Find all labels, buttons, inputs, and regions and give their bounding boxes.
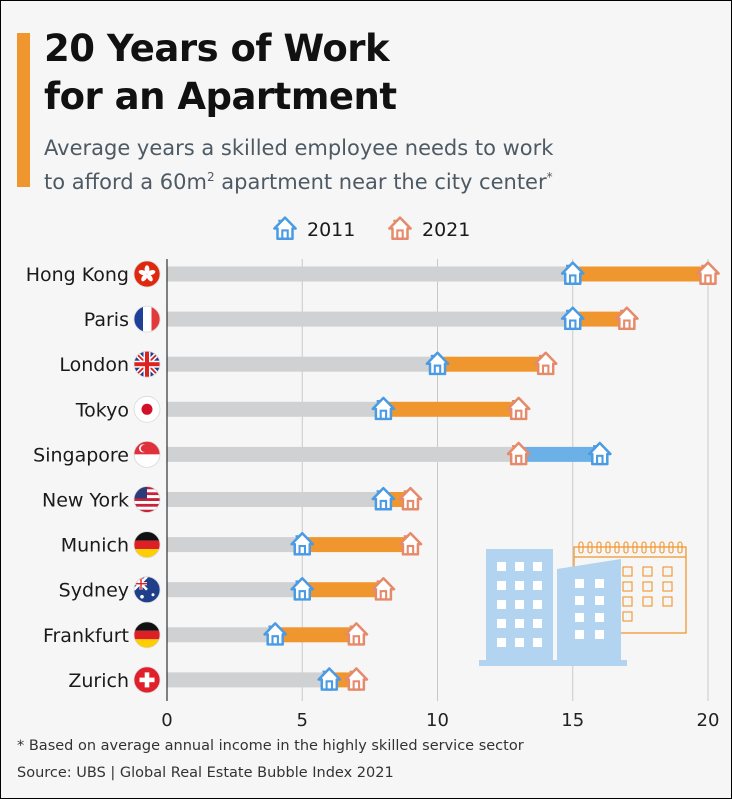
base-bar bbox=[167, 446, 519, 462]
house-icon-2021 bbox=[506, 441, 531, 466]
x-tick-label: 5 bbox=[297, 710, 308, 731]
japan-flag bbox=[133, 395, 161, 423]
house-icon-2011 bbox=[560, 306, 585, 331]
germany-flag bbox=[133, 531, 161, 558]
change-bar bbox=[302, 582, 384, 598]
house-icon-2011 bbox=[317, 667, 342, 691]
house-icon-2021 bbox=[533, 351, 558, 376]
city-label: Munich bbox=[61, 535, 129, 557]
house-icon-2011 bbox=[371, 396, 396, 421]
change-bar bbox=[572, 266, 708, 282]
house-icon-2021 bbox=[696, 261, 720, 285]
city-label: Hong Kong bbox=[26, 264, 129, 286]
base-bar bbox=[167, 492, 384, 507]
house-icon-2011 bbox=[371, 486, 396, 511]
australia-flag bbox=[133, 576, 161, 604]
house-icon-2011 bbox=[290, 531, 315, 556]
france-flag bbox=[133, 305, 161, 333]
city-label: London bbox=[59, 354, 129, 376]
usa-flag bbox=[133, 486, 161, 513]
footnote: * Based on average annual income in the … bbox=[17, 738, 524, 754]
base-bar bbox=[167, 266, 573, 282]
house-icon-2011 bbox=[425, 351, 450, 376]
base-bar bbox=[167, 537, 303, 553]
subtitle-line-2-start: to afford a 60m bbox=[44, 170, 207, 194]
subtitle-superscript: 2 bbox=[206, 170, 215, 184]
accent-bar bbox=[17, 33, 30, 187]
x-tick-label: 0 bbox=[161, 710, 172, 731]
change-bar bbox=[383, 401, 519, 417]
city-label: Paris bbox=[84, 309, 129, 331]
singapore-flag bbox=[133, 440, 161, 468]
chart-subtitle: Average years a skilled employee needs t… bbox=[44, 134, 704, 197]
base-bar bbox=[167, 582, 303, 598]
house-icon-2011 bbox=[273, 216, 297, 240]
x-axis: 0 5 10 15 20 bbox=[161, 259, 719, 731]
house-icon-2021 bbox=[506, 396, 531, 421]
base-bar bbox=[167, 356, 438, 372]
base-bar bbox=[167, 672, 330, 688]
legend-label-2011: 2011 bbox=[307, 219, 355, 241]
title-line-2: for an Apartment bbox=[44, 75, 397, 118]
uk-flag bbox=[133, 350, 161, 378]
house-icon-2021 bbox=[398, 486, 423, 511]
buildings-graphic bbox=[479, 549, 627, 666]
house-icon-2021 bbox=[344, 667, 369, 691]
house-icon-2021 bbox=[398, 531, 423, 556]
base-bar bbox=[167, 627, 276, 643]
house-icon-2011 bbox=[290, 577, 315, 601]
house-icon-2021 bbox=[371, 577, 396, 601]
switzerland-flag bbox=[133, 666, 161, 694]
x-tick-label: 15 bbox=[561, 710, 584, 731]
city-label: Singapore bbox=[33, 444, 129, 466]
city-label: New York bbox=[42, 490, 129, 512]
subtitle-line-1: Average years a skilled employee needs t… bbox=[44, 136, 554, 160]
house-icon-2011 bbox=[587, 441, 612, 466]
city-label: Tokyo bbox=[75, 399, 129, 421]
labels-layer: Hong Kong Paris London Tokyo Singapore New Yo… bbox=[26, 260, 161, 694]
change-bar bbox=[437, 356, 546, 372]
city-label: Sydney bbox=[59, 580, 129, 602]
city-calendar-illustration bbox=[479, 541, 687, 666]
change-bar bbox=[302, 537, 411, 553]
change-bar bbox=[572, 311, 627, 327]
legend: 2011 2021 bbox=[273, 216, 470, 241]
chart-title: 20 Years of Work for an Apartment bbox=[44, 25, 704, 121]
city-label: Zurich bbox=[68, 670, 129, 692]
bars-layer bbox=[167, 266, 708, 688]
subtitle-asterisk: * bbox=[546, 170, 553, 184]
title-line-1: 20 Years of Work bbox=[44, 27, 390, 70]
base-bar bbox=[167, 311, 573, 327]
house-icon-2021 bbox=[344, 622, 369, 646]
calendar-graphic bbox=[573, 541, 687, 634]
house-icon-2021 bbox=[614, 306, 639, 331]
x-tick-label: 10 bbox=[426, 710, 449, 731]
subtitle-line-2: to afford a 60m2 apartment near the city… bbox=[44, 163, 704, 197]
x-tick-label: 20 bbox=[697, 710, 720, 731]
subtitle-line-2-end: apartment near the city center bbox=[214, 170, 547, 194]
hong-kong-flag bbox=[133, 260, 161, 288]
house-icon-2021 bbox=[388, 216, 412, 240]
legend-label-2021: 2021 bbox=[422, 219, 470, 241]
city-label: Frankfurt bbox=[43, 625, 129, 647]
base-bar bbox=[167, 401, 384, 417]
change-bar bbox=[275, 627, 357, 643]
change-bar bbox=[518, 446, 600, 462]
house-icon-2011 bbox=[263, 622, 288, 646]
germany-flag bbox=[133, 621, 161, 649]
source-note: Source: UBS | Global Real Estate Bubble … bbox=[17, 765, 394, 781]
house-icon-2011 bbox=[560, 261, 585, 285]
